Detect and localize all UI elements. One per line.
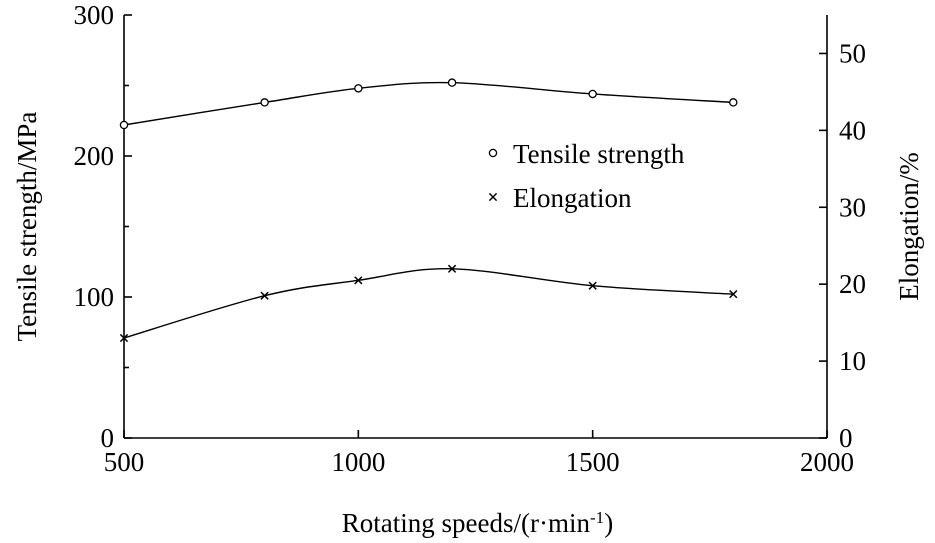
- y-left-axis-title: Tensile strength/MPa: [12, 112, 42, 342]
- y-left-tick-label: 200: [74, 141, 115, 171]
- y-right-axis-title: Elongation/%: [894, 152, 924, 300]
- elongation-point: [447, 264, 457, 273]
- tensile-strength-point: [119, 120, 129, 130]
- legend-marker-elongation: [488, 192, 498, 202]
- legend-label-elongation: Elongation: [513, 183, 632, 213]
- y-left-tick-label: 0: [101, 423, 115, 453]
- y-right-tick-label: 50: [839, 38, 866, 68]
- y-right-tick-label: 10: [839, 346, 866, 376]
- x-tick-label: 1500: [566, 447, 620, 477]
- tensile-strength-point: [354, 84, 363, 93]
- elongation-point: [354, 276, 363, 285]
- x-tick-label: 1000: [331, 447, 385, 477]
- tensile-strength-point: [729, 98, 738, 107]
- legend-label-tensile-strength: Tensile strength: [513, 139, 685, 169]
- elongation-line: [123, 268, 734, 339]
- elongation-point: [588, 281, 597, 290]
- tensile-strength-point: [260, 98, 269, 107]
- y-right-tick-label: 0: [839, 423, 853, 453]
- x-axis-title: Rotating speeds/(r·min-1): [342, 508, 613, 539]
- tensile-strength-line: [123, 81, 734, 126]
- elongation-point: [729, 290, 738, 299]
- elongation-point: [119, 333, 129, 343]
- legend-marker-tensile-strength: [488, 148, 498, 158]
- legend: Tensile strength Elongation: [488, 139, 685, 213]
- tensile-strength-point: [447, 78, 457, 87]
- tensile-strength-point: [588, 89, 597, 99]
- x-tick-label: 500: [104, 447, 145, 477]
- y-left-tick-label: 300: [74, 0, 115, 30]
- tick-marks: [123, 14, 828, 439]
- x-axis-title-superscript: -1: [590, 508, 604, 527]
- series: [119, 78, 738, 343]
- y-right-tick-label: 30: [839, 192, 866, 222]
- y-right-tick-label: 40: [839, 115, 866, 145]
- x-axis-title-main: Rotating speeds/(r·min: [342, 508, 591, 538]
- elongation-point: [260, 291, 269, 300]
- y-left-tick-label: 100: [74, 282, 115, 312]
- x-axis-title-tail: ): [604, 508, 613, 538]
- y-right-tick-label: 20: [839, 269, 866, 299]
- x-tick-label: 2000: [800, 447, 854, 477]
- axes: [123, 15, 828, 439]
